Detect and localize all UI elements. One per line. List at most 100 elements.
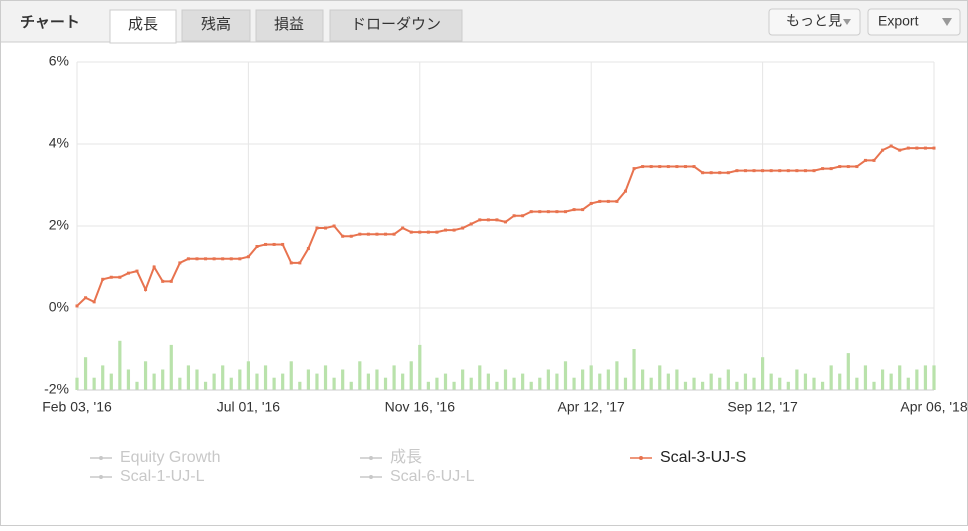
marker xyxy=(272,242,276,246)
marker xyxy=(366,232,370,236)
marker xyxy=(615,199,619,203)
marker xyxy=(546,210,550,214)
marker xyxy=(658,165,662,169)
marker xyxy=(838,165,842,169)
bar xyxy=(358,361,362,390)
bar xyxy=(889,373,893,390)
tab[interactable]: 成長 xyxy=(128,16,158,33)
marker xyxy=(786,169,790,173)
bar xyxy=(75,377,79,390)
bar xyxy=(563,361,568,390)
bar xyxy=(512,377,516,390)
marker xyxy=(118,275,122,279)
bar xyxy=(238,369,242,390)
bar xyxy=(709,373,713,390)
bar xyxy=(272,377,276,390)
tab[interactable]: 損益 xyxy=(274,16,304,33)
bar xyxy=(306,369,310,390)
bar xyxy=(521,373,525,390)
bar xyxy=(615,361,619,390)
bar xyxy=(246,361,250,390)
marker xyxy=(452,228,456,232)
legend-entry-dot xyxy=(639,456,643,460)
bar xyxy=(229,377,233,390)
header-label: チャート xyxy=(20,14,80,31)
marker xyxy=(863,158,867,162)
marker xyxy=(683,165,687,169)
legend-entry-hidden[interactable]: Scal-6-UJ-L xyxy=(390,468,475,485)
bar xyxy=(743,373,748,390)
button[interactable] xyxy=(867,8,961,36)
marker xyxy=(795,169,799,173)
marker xyxy=(821,167,825,171)
marker xyxy=(341,234,345,238)
marker xyxy=(846,165,850,169)
marker xyxy=(675,165,679,169)
legend-entry-hidden[interactable]: Equity Growth xyxy=(120,449,220,466)
marker xyxy=(752,169,756,173)
bar xyxy=(692,377,696,390)
bar xyxy=(169,344,173,390)
bar xyxy=(538,377,542,390)
bar xyxy=(726,369,730,390)
marker xyxy=(538,210,542,214)
marker xyxy=(521,214,525,218)
tab[interactable]: 残高 xyxy=(201,16,231,33)
marker xyxy=(401,226,405,230)
bar xyxy=(418,344,422,390)
button-label[interactable]: もっと見 xyxy=(786,13,842,29)
marker xyxy=(898,148,902,152)
tab-bg[interactable] xyxy=(255,9,324,42)
bar xyxy=(83,357,88,390)
legend-entry-hidden[interactable]: Scal-1-UJ-L xyxy=(120,468,205,485)
bar xyxy=(872,381,876,390)
marker xyxy=(204,257,208,261)
bar xyxy=(555,373,559,390)
x-tick-label: Sep 12, '17 xyxy=(727,399,798,415)
button-label[interactable]: Export xyxy=(878,13,919,29)
marker xyxy=(324,226,328,230)
bar xyxy=(572,377,576,390)
legend-entry[interactable]: Scal-3-UJ-S xyxy=(660,449,746,466)
bar xyxy=(641,369,645,390)
tab-bg[interactable] xyxy=(329,9,463,42)
marker xyxy=(735,169,739,173)
bar xyxy=(323,365,328,390)
bar xyxy=(375,369,379,390)
marker xyxy=(915,146,919,150)
bar xyxy=(392,365,396,390)
bar xyxy=(606,369,610,390)
marker xyxy=(812,169,816,173)
legend-entry-hidden[interactable]: 成長 xyxy=(390,448,422,466)
marker xyxy=(495,218,499,222)
button[interactable] xyxy=(768,8,861,36)
bar xyxy=(880,369,885,390)
bar xyxy=(212,373,216,390)
tab-active[interactable] xyxy=(109,9,177,44)
marker xyxy=(778,169,782,173)
marker xyxy=(632,167,636,171)
bar xyxy=(101,365,105,390)
marker xyxy=(649,165,653,169)
marker xyxy=(666,165,670,169)
bar xyxy=(92,377,96,390)
legend-entry-hidden-dot xyxy=(369,475,373,479)
bar xyxy=(666,373,670,390)
bar xyxy=(195,369,199,390)
marker xyxy=(469,222,473,226)
bar xyxy=(478,365,482,390)
bar xyxy=(341,369,345,390)
bar xyxy=(649,377,653,390)
tab[interactable]: ドローダウン xyxy=(351,16,441,33)
marker xyxy=(512,214,516,218)
bar xyxy=(923,365,928,390)
marker xyxy=(289,261,293,265)
dropdown-arrow xyxy=(843,19,851,25)
bar xyxy=(255,373,259,390)
marker xyxy=(418,230,422,234)
bar xyxy=(932,365,936,390)
x-tick-label: Apr 06, '18 xyxy=(900,399,967,415)
bar xyxy=(135,381,139,390)
tab-bg[interactable] xyxy=(181,9,251,42)
